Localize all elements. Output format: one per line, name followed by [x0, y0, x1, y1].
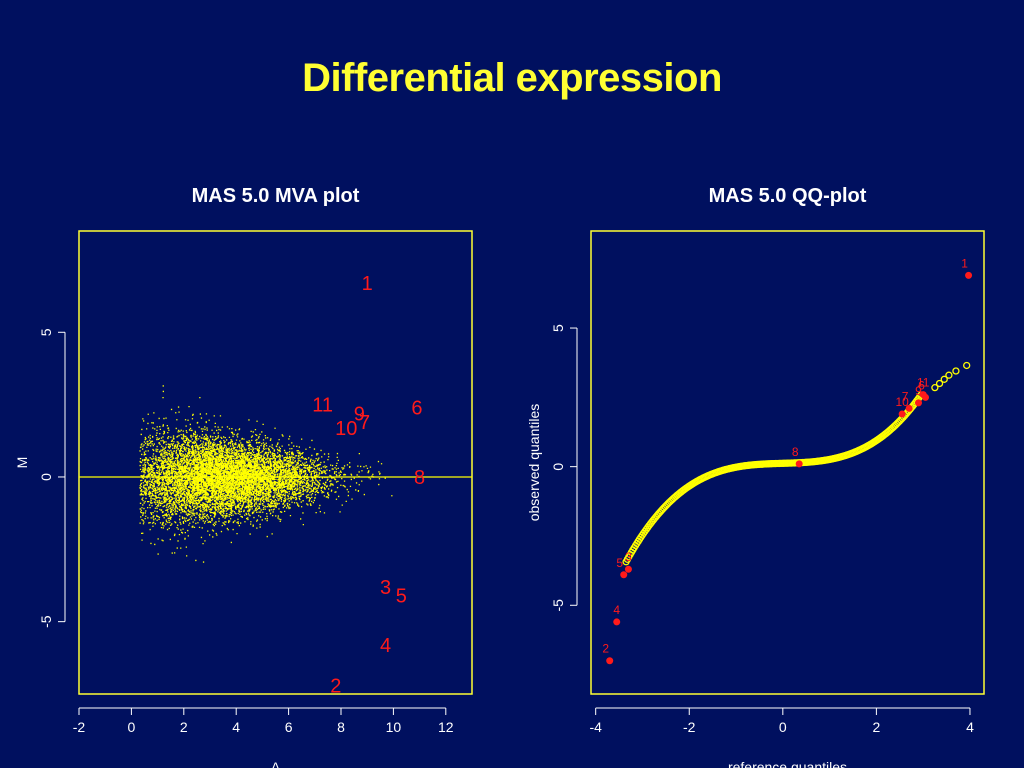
mva-highlight-label: 10	[335, 418, 357, 440]
qq-highlight-point	[624, 565, 632, 573]
y-tick-label: 5	[550, 324, 566, 332]
qq-plot: MAS 5.0 QQ-plot -4 -2 0 2 4 -5 0 5 reference quan…	[526, 185, 985, 768]
qq-point	[940, 375, 948, 383]
qq-highlight-point	[620, 571, 628, 579]
x-tick-label: 12	[438, 719, 454, 735]
qq-highlight-label: 11	[917, 376, 930, 390]
mva-highlight-label: 9	[354, 403, 365, 425]
x-tick-label: 4	[966, 719, 974, 735]
slide-title: Differential expression	[302, 56, 722, 100]
plot-frame	[78, 230, 473, 695]
x-tick-label: 2	[872, 719, 880, 735]
qq-highlight-point	[898, 410, 906, 418]
mva-highlight-label: 8	[414, 467, 425, 489]
plot-frame	[590, 230, 985, 695]
x-tick-label: -4	[589, 719, 602, 735]
qq-highlight-point	[905, 404, 913, 412]
chart-title: MAS 5.0 QQ-plot	[709, 185, 867, 207]
y-tick-label: 5	[38, 328, 54, 336]
qq-highlight-label: 7	[902, 389, 909, 403]
qq-highlight-label: 2	[602, 642, 609, 656]
qq-highlight-label: 1	[961, 256, 968, 270]
mva-highlight-label: 3	[380, 577, 391, 599]
mva-highlight-label: 4	[380, 635, 391, 657]
qq-highlight-label: 5	[616, 556, 623, 570]
qq-highlight-label: 3	[625, 550, 632, 564]
mva-highlight-label: 2	[330, 675, 341, 697]
x-axis-label: reference quantiles	[728, 759, 847, 768]
chart-title: MAS 5.0 MVA plot	[192, 185, 360, 207]
x-tick-label: 8	[337, 719, 345, 735]
qq-point	[952, 367, 960, 375]
qq-highlight-label: 4	[613, 603, 620, 617]
x-tick-label: 4	[232, 719, 240, 735]
qq-highlight-label: 8	[792, 445, 799, 459]
mva-points	[139, 385, 393, 563]
qq-highlight-point	[922, 393, 930, 401]
y-tick-label: -5	[38, 615, 54, 628]
qq-highlight-label: 9	[915, 384, 922, 398]
qq-highlight-label: 6	[918, 378, 925, 392]
mva-highlight-label: 1	[362, 273, 373, 295]
qq-highlight-label: 10	[895, 395, 909, 409]
mva-point-cloud	[139, 385, 393, 563]
mva-highlight-label: 5	[396, 586, 407, 608]
x-axis-label: A	[271, 759, 281, 768]
mva-highlight-label: 6	[411, 398, 422, 420]
x-tick-label: 6	[285, 719, 293, 735]
x-tick-label: 0	[779, 719, 787, 735]
x-tick-label: 2	[180, 719, 188, 735]
y-axis-label: observed quantiles	[526, 404, 542, 522]
x-tick-label: 10	[386, 719, 402, 735]
y-tick-label: -5	[550, 599, 566, 612]
y-tick-label: 0	[550, 463, 566, 471]
qq-highlight-point	[915, 399, 922, 407]
x-tick-label: -2	[73, 719, 86, 735]
mva-highlight-label: 7	[359, 412, 370, 434]
qq-highlight-point	[606, 657, 614, 665]
x-tick-label: -2	[683, 719, 696, 735]
qq-point	[945, 371, 953, 379]
x-tick-label: 0	[128, 719, 136, 735]
y-tick-label: 0	[38, 473, 54, 481]
qq-highlight-point	[795, 460, 803, 468]
qq-point-curve	[622, 361, 971, 566]
y-axis-label: M	[14, 457, 30, 469]
qq-highlight-point	[965, 271, 973, 279]
qq-point	[963, 361, 971, 370]
mva-highlight-label: 11	[312, 395, 333, 417]
qq-highlight-point	[613, 618, 621, 626]
qq-point	[931, 383, 939, 392]
qq-point	[935, 379, 944, 388]
